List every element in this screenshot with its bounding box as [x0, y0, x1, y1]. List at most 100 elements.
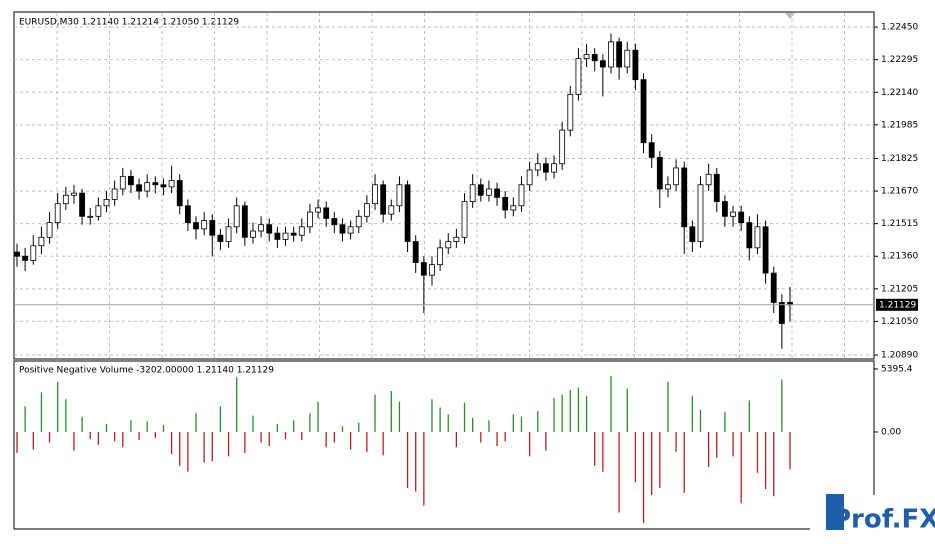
price-label-bg	[876, 298, 918, 311]
candle-body	[152, 182, 159, 186]
candle-body	[258, 224, 265, 232]
candle-body	[770, 272, 777, 303]
price-label: 1.21129	[879, 300, 916, 310]
candle-body	[355, 215, 362, 228]
candle-body	[404, 184, 411, 242]
candle-body	[640, 79, 647, 144]
candle-body	[241, 205, 248, 238]
candle-body	[363, 203, 370, 217]
y-tick-label: 1.21515	[881, 219, 918, 229]
candle-body	[648, 142, 655, 158]
candle-body	[762, 226, 769, 274]
candle-body	[168, 180, 175, 188]
candle-body	[339, 224, 346, 234]
candle-body	[225, 226, 232, 242]
y-tick-label: 1.22295	[881, 55, 918, 65]
candle-body	[551, 163, 557, 173]
y-tick-label: 1.21360	[881, 252, 918, 262]
candle-body	[681, 167, 688, 228]
candle-body	[722, 201, 728, 217]
candle-body	[567, 93, 574, 131]
candle-body	[95, 205, 102, 217]
candle-body	[103, 199, 110, 207]
candle-body	[616, 41, 623, 68]
candle-body	[542, 163, 549, 173]
candle-body	[583, 54, 590, 60]
candle-body	[290, 232, 297, 236]
y-tick-label: 1.20890	[881, 351, 918, 361]
candle-body	[608, 41, 614, 68]
candle-body	[380, 184, 387, 215]
candle-body	[266, 224, 273, 234]
candle-body	[697, 184, 704, 242]
candle-body	[713, 173, 720, 202]
price-pane	[13, 11, 875, 360]
candle-body	[420, 262, 427, 276]
candle-body	[453, 236, 460, 242]
candle-body	[469, 184, 476, 202]
candle-body	[526, 169, 533, 186]
candle-body	[111, 188, 118, 200]
candle-body	[14, 251, 20, 257]
candle-body	[54, 203, 61, 224]
candle-body	[119, 175, 126, 190]
candle-body	[274, 232, 281, 240]
candle-body	[624, 49, 631, 68]
candle-body	[461, 201, 468, 238]
candle-body	[298, 226, 305, 236]
candle-body	[575, 58, 582, 95]
candle-body	[673, 167, 679, 186]
candle-body	[534, 163, 541, 171]
candle-body	[632, 49, 639, 81]
candle-body	[184, 205, 191, 224]
volume-pane	[13, 360, 875, 530]
candle-body	[388, 205, 395, 215]
volume-title: Positive Negative Volume -3202.00000 1.2…	[19, 366, 274, 376]
candle-body	[144, 182, 151, 192]
candle-body	[510, 205, 517, 211]
candle-body	[705, 173, 712, 186]
y-tick-label: 1.21985	[881, 120, 918, 130]
candle-body	[412, 241, 419, 263]
candle-body	[502, 196, 509, 211]
candle-body	[730, 211, 736, 217]
candle-body	[347, 226, 354, 234]
candle-body	[656, 157, 663, 190]
candle-body	[599, 60, 606, 68]
candle-body	[46, 222, 53, 238]
candle-body	[323, 207, 330, 219]
price-title: EURUSD,M30 1.21140 1.21214 1.21050 1.211…	[19, 18, 239, 28]
candle-body	[778, 302, 785, 324]
watermark-logo: Prof.FX	[810, 494, 935, 537]
y-tick-label: 1.21205	[881, 284, 918, 294]
candle-body	[396, 184, 403, 207]
candle-body	[429, 264, 435, 276]
candle-body	[250, 230, 256, 238]
candle-body	[665, 184, 671, 190]
candle-body	[315, 207, 321, 213]
candle-body	[738, 211, 745, 224]
candle-body	[307, 211, 313, 228]
candle-body	[331, 218, 338, 226]
candle-body	[494, 188, 500, 198]
candle-body	[282, 232, 289, 240]
y-tick-label: 0.00	[881, 427, 901, 437]
candle-body	[518, 184, 525, 207]
y-tick-label: 5395.4	[881, 364, 913, 374]
candle-body	[136, 184, 142, 192]
candle-body	[477, 184, 484, 196]
y-tick-label: 1.21050	[881, 317, 918, 327]
candle-body	[79, 192, 85, 217]
watermark: Prof.FX	[832, 505, 935, 535]
y-tick-label: 1.22450	[881, 23, 918, 33]
candle-body	[160, 184, 167, 188]
candle-body	[486, 188, 492, 196]
candle-body	[128, 175, 134, 186]
candle-body	[746, 222, 753, 249]
logo-mark	[826, 494, 844, 530]
candle-body	[176, 180, 183, 207]
candle-body	[87, 215, 94, 218]
candle-body	[437, 247, 444, 266]
